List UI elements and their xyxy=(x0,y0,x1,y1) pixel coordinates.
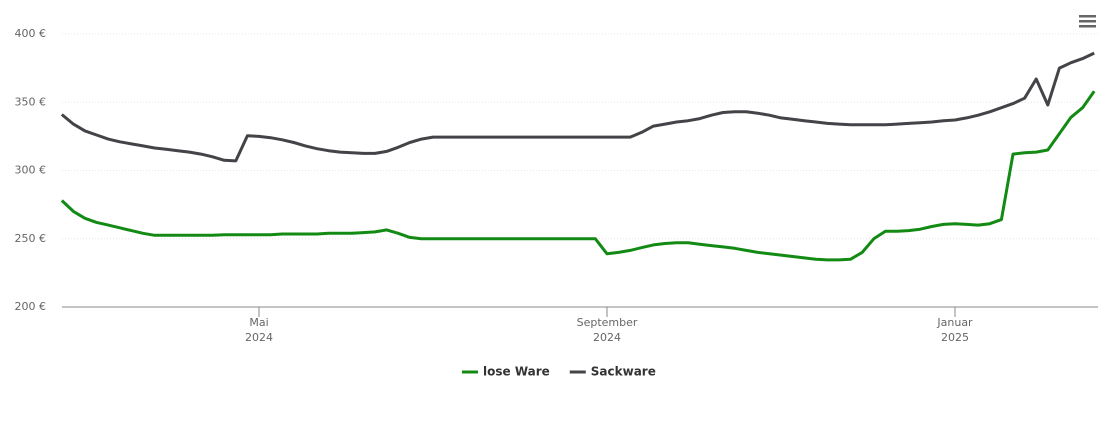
y-tick-label: 400 € xyxy=(15,27,47,40)
series-line xyxy=(60,51,1095,163)
legend-item[interactable]: Sackware xyxy=(569,365,656,379)
menu-bar xyxy=(1079,20,1096,23)
legend-label: lose Ware xyxy=(483,365,550,379)
x-tick-label: 2024 xyxy=(593,331,621,344)
legend: lose Ware Sackware xyxy=(462,365,656,379)
x-tick-label: 2024 xyxy=(245,331,273,344)
y-tick-label: 300 € xyxy=(15,164,47,177)
menu-bar xyxy=(1079,15,1096,18)
x-tick-label: 2025 xyxy=(941,331,969,344)
menu-bar xyxy=(1079,25,1096,28)
x-tick-label: September xyxy=(577,316,638,329)
y-tick-label: 200 € xyxy=(15,300,47,313)
y-tick-label: 350 € xyxy=(15,95,47,108)
series-line xyxy=(60,90,1096,262)
legend-label: Sackware xyxy=(591,365,656,379)
y-tick-label: 250 € xyxy=(15,232,47,245)
legend-item[interactable]: lose Ware xyxy=(462,365,550,379)
menu-icon[interactable] xyxy=(1079,15,1096,28)
x-tick-label: Mai xyxy=(249,316,268,329)
x-tick-label: Januar xyxy=(936,316,973,329)
